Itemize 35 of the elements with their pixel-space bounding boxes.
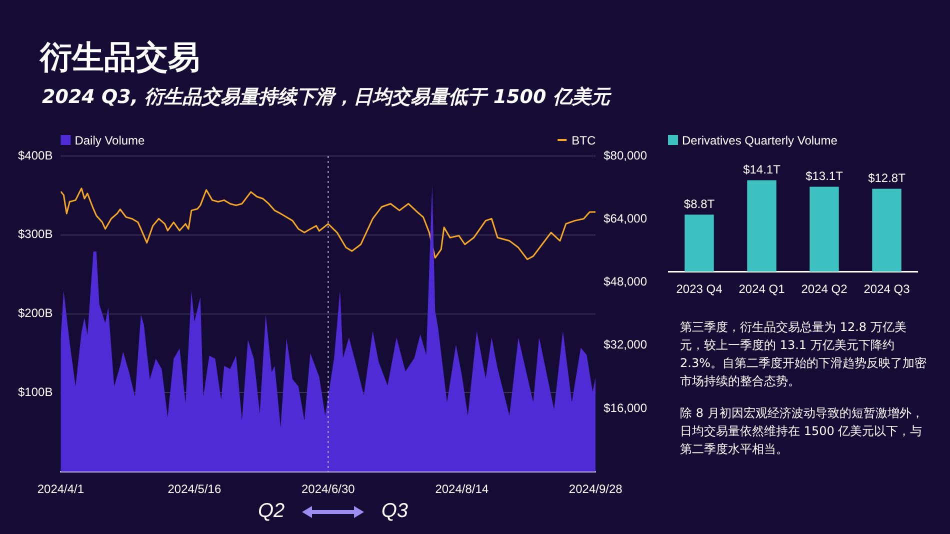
legend-label: Daily Volume <box>74 133 146 148</box>
data-label: $13.1T <box>806 169 844 184</box>
x-tick-label: 2024 Q3 <box>864 282 910 296</box>
y2-tick-label: $16,000 <box>604 400 648 415</box>
y-tick-label: $100B <box>18 385 53 400</box>
x-tick-label: 2024/5/16 <box>168 482 222 496</box>
y2-tick-label: $32,000 <box>604 338 648 352</box>
y-tick-label: $400B <box>18 148 53 162</box>
bar <box>747 180 776 272</box>
x-tick-label: 2023 Q4 <box>676 282 723 296</box>
bar <box>684 214 714 272</box>
y2-tick-label: $48,000 <box>604 274 648 289</box>
bar <box>872 188 902 272</box>
x-tick-label: 2024 Q1 <box>738 282 786 296</box>
x-tick-label: 2024/4/1 <box>37 482 84 496</box>
y2-tick-label: $64,000 <box>604 211 648 226</box>
y-tick-label: $300B <box>18 227 53 242</box>
x-tick-label: 2024 Q2 <box>801 282 848 296</box>
y-tick-label: $200B <box>18 306 53 320</box>
text: Q3 <box>381 500 408 523</box>
x-tick-label: 2024/6/30 <box>301 482 356 496</box>
data-label: $14.1T <box>743 162 782 177</box>
x-tick-label: 2024/8/14 <box>435 482 489 496</box>
x-tick-label: 2024/9/28 <box>568 482 623 496</box>
legend-label: BTC <box>572 133 596 148</box>
text: Q2 <box>258 500 285 523</box>
data-label: $12.8T <box>868 171 906 186</box>
y2-tick-label: $80,000 <box>604 148 648 162</box>
bar <box>810 186 839 272</box>
chart-subtitle: 2024 Q3, 衍生品交易量持续下滑，日均交易量低于 1500 亿美元 <box>42 85 610 110</box>
legend-label: Derivatives Quarterly Volume <box>682 133 838 148</box>
text: 第三季度，衍生品交易总量为 12.8 万亿美元，较上一季度的 13.1 万亿美元下降约 2.3%。自第二季度开始的下滑趋势反映了加密市场持续的整合态势。 <box>680 319 928 390</box>
text: 除 8 月初因宏观经济波动导致的短暂激增外，日均交易量依然维持在 1500 亿美元以下，与第二季度水平相当。 <box>680 405 924 458</box>
chart-title: 衍生品交易 <box>40 37 200 78</box>
data-label: $8.8T <box>684 196 716 211</box>
